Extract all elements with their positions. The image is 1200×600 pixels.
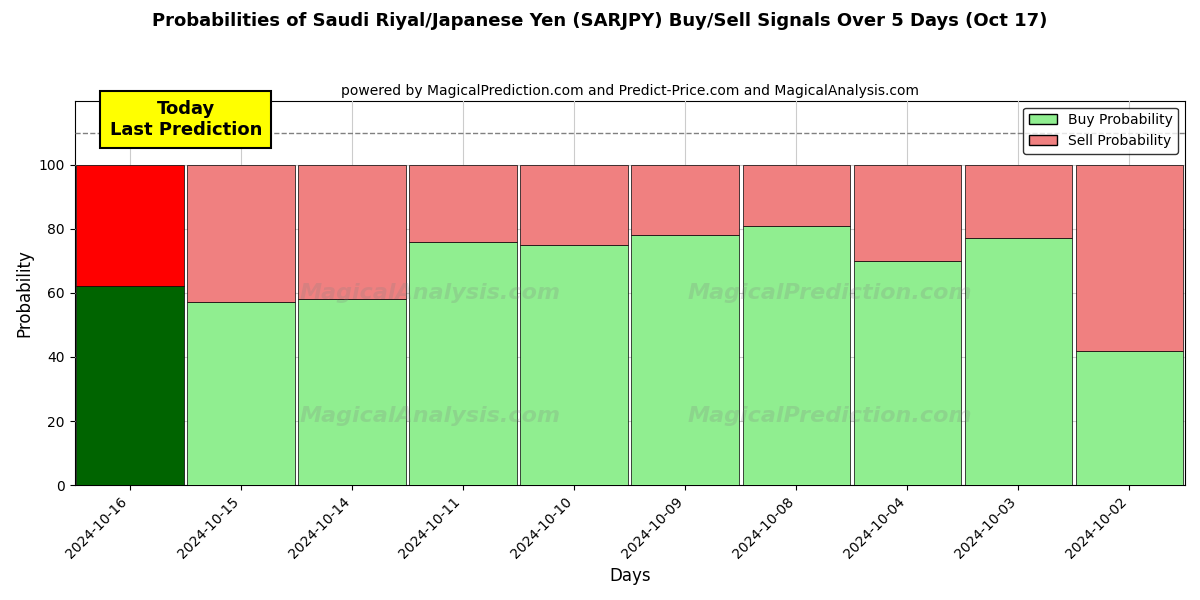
Bar xyxy=(853,261,961,485)
Text: MagicalAnalysis.com: MagicalAnalysis.com xyxy=(300,283,560,303)
Bar xyxy=(631,164,739,235)
Bar xyxy=(631,235,739,485)
Bar xyxy=(187,164,295,302)
Bar xyxy=(299,164,406,299)
Text: MagicalPrediction.com: MagicalPrediction.com xyxy=(688,283,972,303)
Bar xyxy=(521,164,628,245)
Text: MagicalAnalysis.com: MagicalAnalysis.com xyxy=(300,406,560,426)
Text: MagicalPrediction.com: MagicalPrediction.com xyxy=(688,406,972,426)
Bar xyxy=(965,164,1073,238)
Text: Today
Last Prediction: Today Last Prediction xyxy=(109,100,262,139)
Bar xyxy=(965,238,1073,485)
Bar xyxy=(743,164,851,226)
Bar xyxy=(743,226,851,485)
Y-axis label: Probability: Probability xyxy=(16,249,34,337)
Bar xyxy=(853,164,961,261)
Bar xyxy=(409,242,517,485)
Bar xyxy=(77,286,184,485)
Bar xyxy=(77,164,184,286)
X-axis label: Days: Days xyxy=(610,567,650,585)
Legend: Buy Probability, Sell Probability: Buy Probability, Sell Probability xyxy=(1024,107,1178,154)
Bar xyxy=(1075,164,1183,350)
Bar xyxy=(299,299,406,485)
Bar xyxy=(521,245,628,485)
Title: powered by MagicalPrediction.com and Predict-Price.com and MagicalAnalysis.com: powered by MagicalPrediction.com and Pre… xyxy=(341,84,919,98)
Bar xyxy=(187,302,295,485)
Bar xyxy=(1075,350,1183,485)
Text: Probabilities of Saudi Riyal/Japanese Yen (SARJPY) Buy/Sell Signals Over 5 Days : Probabilities of Saudi Riyal/Japanese Ye… xyxy=(152,12,1048,30)
Bar xyxy=(409,164,517,242)
